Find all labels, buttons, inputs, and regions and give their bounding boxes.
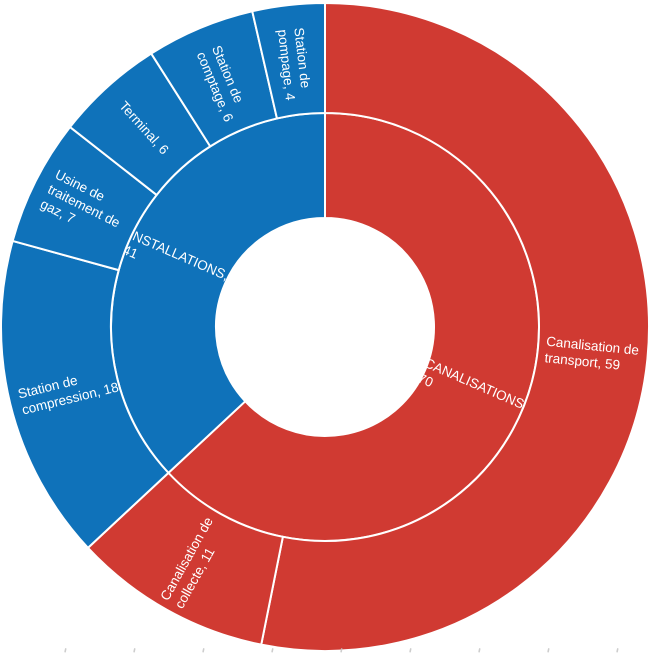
cropped-caption-artifact xyxy=(409,648,412,653)
cropped-caption-artifact xyxy=(478,648,481,653)
cropped-caption-artifact xyxy=(133,648,136,653)
segment-canalisation-de-transport xyxy=(260,2,650,652)
cropped-caption-artifact xyxy=(616,648,619,653)
segment-station-de-pompage xyxy=(251,2,326,120)
segment-station-de-compression xyxy=(0,239,170,549)
cropped-caption-artifact xyxy=(202,648,205,653)
cropped-caption-artifact xyxy=(340,648,343,653)
cropped-caption-artifact xyxy=(547,648,550,653)
cropped-caption-artifact xyxy=(64,648,67,653)
cropped-caption-artifact xyxy=(271,648,274,653)
